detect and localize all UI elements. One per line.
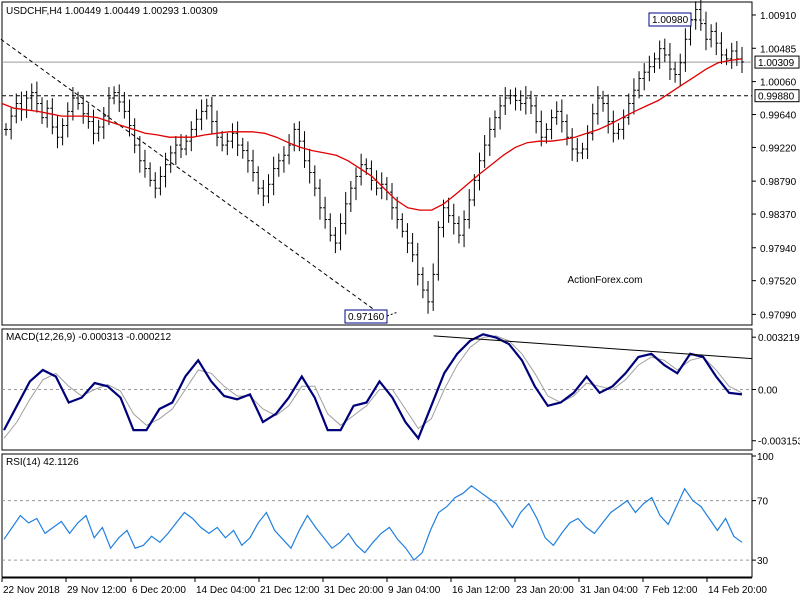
current-price-tag-box xyxy=(754,55,800,69)
xtick-label-9: 31 Jan 04:00 xyxy=(580,585,638,596)
low-annotation-leader xyxy=(386,311,399,317)
level-price-tag-label: 0.99880 xyxy=(758,92,795,103)
price-ytick-label-8: 0.97520 xyxy=(760,277,797,288)
level-price-tag-box xyxy=(754,89,800,103)
macd-ytick-label-2: -0.003153 xyxy=(758,437,800,448)
macd-line xyxy=(3,333,743,441)
macd-signal-line xyxy=(3,335,743,439)
xtick-label-3: 14 Dec 04:00 xyxy=(196,585,256,596)
price-ytick-label-6: 0.98370 xyxy=(760,210,797,221)
price-ytick-label-4: 0.99220 xyxy=(760,143,797,154)
current-price-tag-label: 1.00309 xyxy=(758,58,795,69)
price-ytick-label-7: 0.97940 xyxy=(760,244,797,255)
rsi-panel-frame xyxy=(1,453,753,578)
macd-divergence-line xyxy=(433,335,753,360)
xtick-label-1: 29 Nov 12:00 xyxy=(67,585,127,596)
price-ytick-label-1: 1.00485 xyxy=(760,44,797,55)
price-title: USDCHF,H4 1.00449 1.00449 1.00293 1.0030… xyxy=(6,6,218,17)
xtick-label-8: 23 Jan 20:00 xyxy=(516,585,574,596)
trendline xyxy=(0,38,374,310)
rsi-ytick-label-0: 100 xyxy=(757,452,774,463)
xtick-label-10: 7 Feb 12:00 xyxy=(644,585,698,596)
xtick-label-0: 22 Nov 2018 xyxy=(3,585,60,596)
price-ytick-label-3: 0.99640 xyxy=(760,111,797,122)
price-ytick-label-2: 1.00060 xyxy=(760,78,797,89)
macd-title: MACD(12,26,9) -0.000313 -0.000212 xyxy=(6,332,172,343)
price-ytick-label-9: 0.97090 xyxy=(760,310,797,321)
price-ytick-label-5: 0.98790 xyxy=(760,177,797,188)
xtick-label-6: 9 Jan 04:00 xyxy=(388,585,441,596)
price-ytick-label-0: 1.00910 xyxy=(760,11,797,22)
price-panel-frame xyxy=(1,1,753,326)
low-annotation-box xyxy=(344,309,388,324)
price-bars xyxy=(4,0,744,314)
xtick-label-11: 14 Feb 20:00 xyxy=(708,585,767,596)
low-annotation-label: 0.97160 xyxy=(348,312,385,323)
rsi-line xyxy=(3,485,743,562)
macd-ytick-label-0: 0.003219 xyxy=(758,333,800,344)
rsi-ytick-label-1: 70 xyxy=(757,497,769,508)
moving-average-line xyxy=(1,58,743,211)
xtick-label-7: 16 Jan 12:00 xyxy=(452,585,510,596)
xtick-label-4: 21 Dec 12:00 xyxy=(260,585,320,596)
watermark-text: ActionForex.com xyxy=(567,275,642,286)
xtick-label-2: 6 Dec 20:00 xyxy=(132,585,186,596)
high-annotation-label: 1.00980 xyxy=(652,15,689,26)
macd-ytick-label-1: 0.00 xyxy=(758,386,778,397)
rsi-title: RSI(14) 42.1126 xyxy=(6,457,79,468)
rsi-ytick-label-2: 30 xyxy=(757,556,769,567)
xtick-label-5: 31 Dec 20:00 xyxy=(324,585,384,596)
